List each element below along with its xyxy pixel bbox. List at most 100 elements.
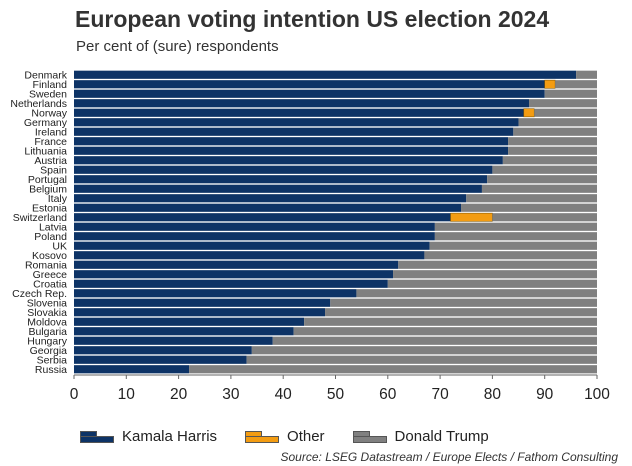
bar-harris: [74, 70, 577, 79]
category-label: Estonia: [32, 202, 67, 214]
x-tick-label: 0: [70, 386, 79, 403]
x-tick-label: 80: [484, 386, 502, 403]
legend-label-harris: Kamala Harris: [122, 428, 218, 445]
category-label: Germany: [24, 117, 68, 129]
bar-harris: [74, 232, 435, 241]
bar-harris: [74, 127, 514, 136]
bar-harris: [74, 308, 326, 317]
category-label: Ireland: [35, 126, 67, 138]
bar-harris: [74, 118, 519, 127]
x-tick-label: 90: [536, 386, 554, 403]
bar-harris: [74, 222, 435, 231]
bar-trump: [529, 99, 597, 108]
bar-trump: [492, 213, 597, 222]
category-label: Russia: [35, 364, 67, 376]
bar-trump: [272, 336, 597, 345]
category-label: Poland: [34, 231, 67, 243]
category-label: Czech Rep.: [12, 288, 67, 300]
bar-trump: [429, 241, 597, 250]
bar-trump: [513, 127, 597, 136]
bar-harris: [74, 355, 247, 364]
category-label: France: [34, 136, 67, 148]
category-label: Denmark: [24, 69, 67, 81]
bar-harris: [74, 203, 462, 212]
bar-trump: [466, 194, 597, 203]
x-tick-label: 60: [379, 386, 397, 403]
category-label: Croatia: [33, 278, 67, 290]
x-tick-label: 30: [222, 386, 240, 403]
bar-trump: [492, 165, 597, 174]
bar-trump: [387, 279, 597, 288]
bar-harris: [74, 137, 509, 146]
category-label: Kosovo: [32, 250, 67, 262]
category-label: UK: [52, 240, 67, 252]
source-note: Source: LSEG Datastream / Europe Elects …: [280, 450, 619, 464]
bar-trump: [330, 298, 597, 307]
legend-item-trump: Donald Trump: [352, 428, 489, 445]
bar-trump: [325, 308, 597, 317]
category-label: Netherlands: [10, 98, 67, 110]
bar-trump: [576, 70, 597, 79]
bar-harris: [74, 89, 545, 98]
bar-harris: [74, 298, 331, 307]
category-label: Slovenia: [27, 297, 67, 309]
category-label: Greece: [33, 269, 68, 281]
bar-trump: [434, 232, 597, 241]
x-tick-label: 70: [431, 386, 449, 403]
bar-trump: [434, 222, 597, 231]
category-label: Switzerland: [13, 212, 67, 224]
bar-trump: [356, 289, 597, 298]
bar-other: [523, 108, 535, 118]
chart-legend: Kamala Harris Other Donald Trump: [80, 428, 517, 445]
x-tick-label: 10: [118, 386, 136, 403]
bar-trump: [304, 317, 597, 326]
legend-swatch-other: [245, 430, 280, 443]
bar-harris: [74, 251, 425, 260]
bar-trump: [246, 355, 597, 364]
category-label: Georgia: [30, 345, 68, 357]
category-label: Slovakia: [27, 307, 67, 319]
bar-harris: [74, 327, 294, 336]
category-label: Serbia: [37, 354, 68, 366]
bar-harris: [74, 165, 493, 174]
x-tick-label: 50: [327, 386, 345, 403]
bar-trump: [461, 203, 597, 212]
legend-swatch-harris: [80, 430, 114, 443]
bar-harris: [74, 260, 399, 269]
category-label: Italy: [48, 193, 68, 205]
category-label: Belgium: [29, 183, 67, 195]
x-tick-label: 40: [275, 386, 293, 403]
bar-trump: [518, 118, 597, 127]
bar-harris: [74, 99, 530, 108]
category-label: Norway: [31, 107, 67, 119]
bar-trump: [393, 270, 597, 279]
bar-trump: [398, 260, 597, 269]
bar-trump: [534, 108, 597, 117]
category-label: Romania: [25, 259, 67, 271]
bar-harris: [74, 336, 273, 345]
category-label: Lithuania: [24, 145, 67, 157]
bar-harris: [74, 289, 357, 298]
category-label: Bulgaria: [28, 326, 67, 338]
category-label: Finland: [33, 79, 68, 91]
bar-trump: [487, 175, 597, 184]
bar-harris: [74, 346, 252, 355]
bar-trump: [189, 365, 597, 374]
bar-harris: [74, 279, 388, 288]
bar-harris: [74, 194, 467, 203]
bar-harris: [74, 270, 394, 279]
bar-harris: [74, 146, 509, 155]
bar-harris: [74, 80, 545, 89]
category-label: Austria: [34, 155, 67, 167]
bar-trump: [508, 137, 597, 146]
legend-label-other: Other: [287, 428, 325, 445]
bar-harris: [74, 317, 305, 326]
bar-trump: [508, 146, 597, 155]
category-label: Moldova: [27, 316, 67, 328]
bar-harris: [74, 108, 524, 117]
category-label: Latvia: [39, 221, 67, 233]
bar-harris: [74, 156, 503, 165]
category-label: Portugal: [28, 174, 67, 186]
bar-harris: [74, 184, 482, 193]
